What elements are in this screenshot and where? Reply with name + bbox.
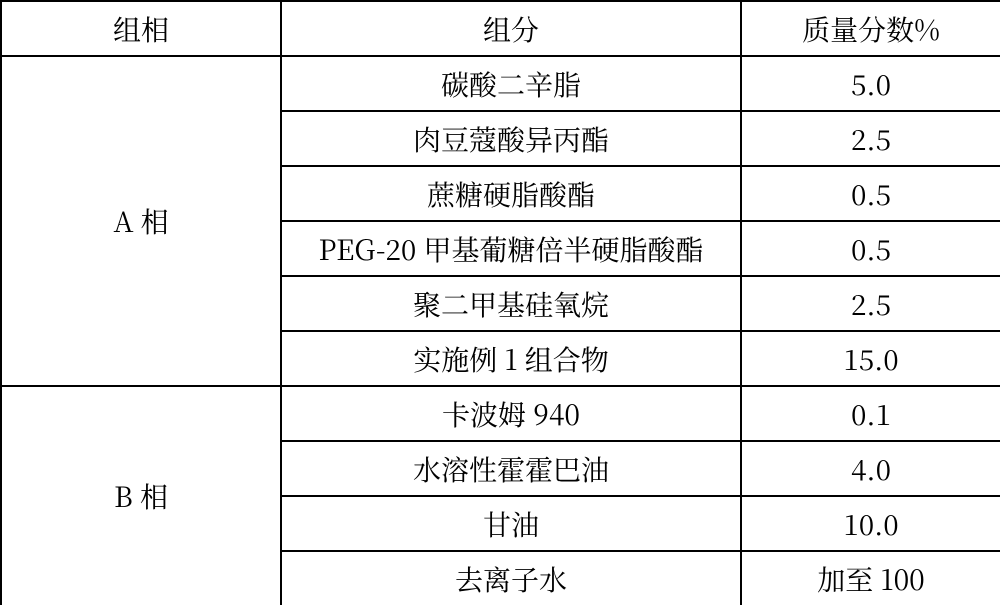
phase-cell-a: A 相 [1, 56, 281, 386]
fraction-cell: 0.5 [741, 221, 1000, 276]
formulation-table: 组相 组分 质量分数% A 相 碳酸二辛脂 5.0 肉豆蔻酸异丙酯 2.5 蔗糖… [0, 0, 1000, 605]
component-cell: 碳酸二辛脂 [281, 56, 741, 111]
component-cell: 实施例 1 组合物 [281, 331, 741, 386]
fraction-cell: 0.1 [741, 386, 1000, 441]
fraction-cell: 15.0 [741, 331, 1000, 386]
col-header-phase: 组相 [1, 1, 281, 56]
fraction-cell: 2.5 [741, 111, 1000, 166]
col-header-fraction: 质量分数% [741, 1, 1000, 56]
table-row: B 相 卡波姆 940 0.1 [1, 386, 1000, 441]
col-header-component: 组分 [281, 1, 741, 56]
component-cell: 水溶性霍霍巴油 [281, 441, 741, 496]
fraction-cell: 0.5 [741, 166, 1000, 221]
header-row: 组相 组分 质量分数% [1, 1, 1000, 56]
component-cell: 卡波姆 940 [281, 386, 741, 441]
component-cell: 甘油 [281, 496, 741, 551]
fraction-cell: 10.0 [741, 496, 1000, 551]
fraction-cell: 2.5 [741, 276, 1000, 331]
component-cell: 去离子水 [281, 551, 741, 605]
component-cell: 蔗糖硬脂酸酯 [281, 166, 741, 221]
component-cell: PEG-20 甲基葡糖倍半硬脂酸酯 [281, 221, 741, 276]
component-cell: 肉豆蔻酸异丙酯 [281, 111, 741, 166]
fraction-cell: 加至 100 [741, 551, 1000, 605]
fraction-cell: 4.0 [741, 441, 1000, 496]
component-cell: 聚二甲基硅氧烷 [281, 276, 741, 331]
table-row: A 相 碳酸二辛脂 5.0 [1, 56, 1000, 111]
fraction-cell: 5.0 [741, 56, 1000, 111]
phase-cell-b: B 相 [1, 386, 281, 605]
